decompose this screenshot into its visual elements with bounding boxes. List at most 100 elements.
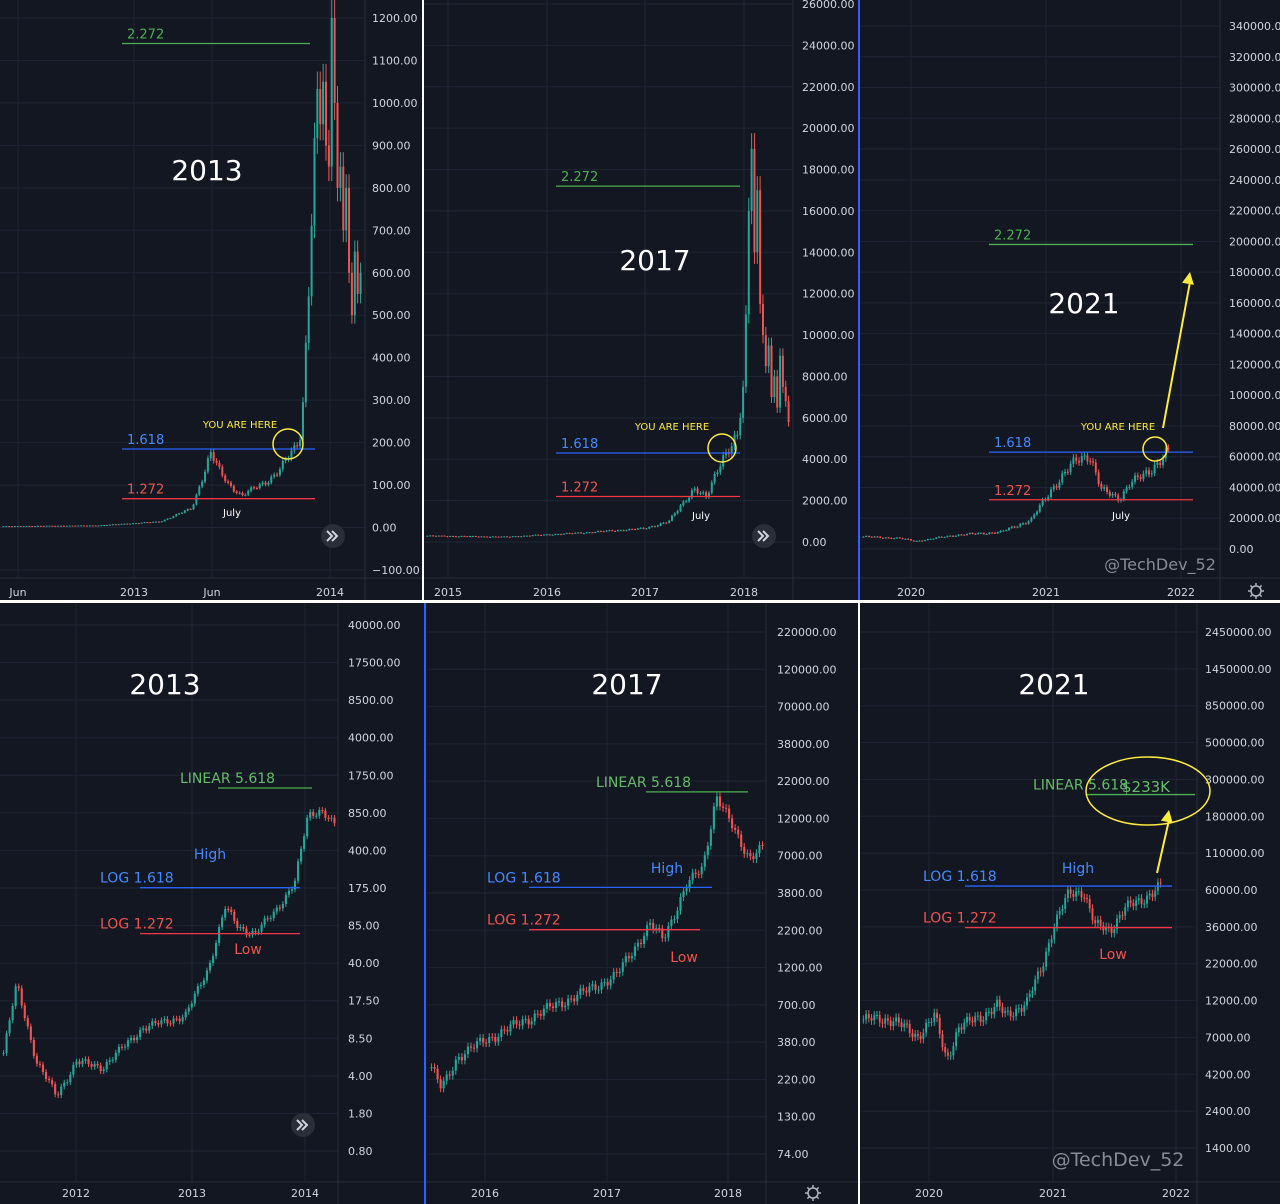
candle-body [679,505,682,511]
candle-body [84,1059,87,1061]
candle-body [66,1082,69,1084]
x-axis-tick-label: 2015 [434,586,462,599]
candle-body [979,1015,982,1022]
candle-body [480,536,483,538]
candle-body [72,1064,75,1075]
candle-body [667,925,670,938]
gear-icon-tooth[interactable] [806,1186,810,1190]
candle-body [1136,475,1139,478]
candle-body [542,1008,545,1016]
candle-body [1009,1010,1012,1017]
candle-body [882,537,884,539]
candle-body [784,386,787,402]
candle-body [132,523,135,525]
candle-body [439,1079,442,1089]
y-axis-tick-label: 40000.00 [1229,481,1280,494]
candle-body [867,1014,870,1019]
gear-icon-tooth[interactable] [1259,584,1263,588]
candle-body [889,1020,892,1027]
candle-body [356,251,359,294]
candle-body [670,919,673,926]
candle-body [622,530,625,532]
candle-body [924,540,926,542]
gear-icon-tooth[interactable] [816,1186,820,1190]
scroll-to-realtime-button[interactable] [752,524,776,548]
candle-body [108,1060,111,1062]
candle-body [327,817,330,819]
x-axis-tick-label: 2017 [631,586,659,599]
candle-body [712,806,715,830]
candle-body [429,535,432,537]
gear-icon-tooth[interactable] [1249,594,1253,598]
y-axis-tick-label: 175.00 [348,882,387,895]
candle-body [239,927,242,929]
candle-body [676,910,679,920]
y-axis-tick-label: 6000.00 [802,412,848,425]
double-chevron-right-icon[interactable] [296,1119,309,1131]
candle-body [508,536,511,538]
scroll-to-realtime-button[interactable] [321,524,345,548]
candle-body [755,853,758,859]
candle-body [1106,487,1108,493]
candle-body [215,942,218,957]
candle-body [685,501,688,503]
candle-body [129,1037,133,1041]
candle-body [966,533,968,536]
double-chevron-right-icon[interactable] [326,530,339,542]
double-chevron-right-icon[interactable] [757,530,770,542]
candle-body [196,986,199,994]
candle-body [114,524,117,526]
candle-body [296,445,299,447]
candle-body [433,1067,436,1069]
candle-body [960,534,963,536]
candle-body [1026,997,1028,1006]
y-axis-tick-label: 80000.00 [1229,420,1280,433]
candle-body [457,1056,460,1060]
gear-icon-tooth[interactable] [816,1196,820,1200]
gear-icon[interactable] [805,1185,821,1201]
gear-icon[interactable] [1248,583,1264,599]
gear-icon-tooth[interactable] [806,1196,810,1200]
candle-body [463,535,466,537]
candle-body [753,148,756,253]
candle-body [688,497,691,502]
gear-icon-tooth[interactable] [1249,584,1253,588]
candle-body [273,474,276,477]
candle-body [430,1067,433,1069]
candle-body [23,1005,26,1019]
candle-body [120,1046,123,1048]
candle-body [868,536,870,538]
candle-body [968,533,971,535]
candle-body [976,1015,979,1017]
candle-body [102,1069,105,1072]
scroll-to-realtime-button[interactable] [291,1113,315,1137]
candle-body [639,527,642,529]
candle-body [227,909,230,911]
candle-body [915,540,918,542]
candle-body [1008,527,1010,531]
candle-body [1083,455,1086,457]
fib-level-label: 2.272 [994,228,1031,243]
candle-body [117,1046,120,1053]
candle-body [571,533,574,535]
candle-body [658,928,661,930]
y-axis-tick-label: 60000.00 [1229,451,1280,464]
candle-body [148,1025,151,1031]
candle-body [1151,893,1154,897]
candle-body [528,535,531,537]
candle-body [290,889,294,891]
candle-body [1034,979,1037,991]
candle-body [656,525,659,527]
candle-body [682,891,685,898]
candle-body [747,210,750,315]
candle-body [892,1021,895,1027]
gear-icon-tooth[interactable] [1259,594,1263,598]
month-marker-label: July [222,508,241,519]
candle-body [166,1018,169,1024]
candle-body [980,532,982,534]
y-axis-tick-label: 140000.00 [1229,328,1280,341]
target-circle [1085,756,1211,826]
candle-body [1013,526,1016,528]
candle-body [653,526,656,528]
candle-body [1031,990,1034,994]
